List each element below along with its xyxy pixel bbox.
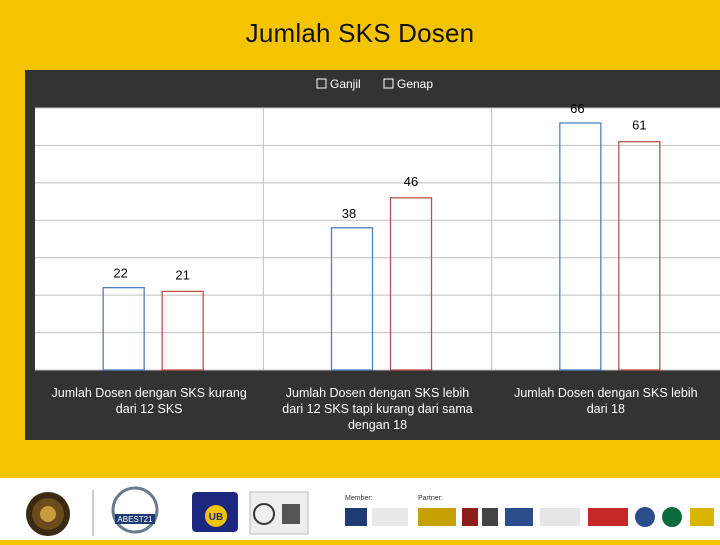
bar-ganjil [330,227,374,371]
ub-text: UB [209,512,223,523]
footer-logos: ABEST21 UB Member: Partner: [26,486,714,536]
bar-ganjil [559,122,602,371]
university-seal-logo [26,492,70,536]
ub-logo: UB [192,492,238,532]
partner-logos: Partner: [418,495,714,527]
legend-swatch-genap [383,78,394,89]
certification-logo [249,491,309,535]
chart-panel: 22 38 66 21 46 61 Jumlah Dosen dengan SKS kura… [25,70,720,440]
data-label: 21 [175,267,189,282]
bar-chart: 22 38 66 21 46 61 Jumlah Dosen dengan SKS kura… [35,77,720,432]
data-label: 61 [632,118,646,133]
category-label: dari 12 SKS tapi kurang dari sama [282,402,472,416]
bar-genap [618,141,661,371]
bar-ganjil [102,287,145,371]
category-label: dengan 18 [348,418,407,432]
partner-label: Partner: [418,495,443,502]
data-label: 22 [113,266,127,281]
legend-entry-genap: Genap [397,77,433,91]
category-label: dari 18 [587,402,625,416]
slide-title: Jumlah SKS Dosen [245,18,475,48]
legend-entry-ganjil: Ganjil [330,77,361,91]
legend-swatch-ganjil [316,78,327,89]
category-label: Jumlah Dosen dengan SKS kurang [52,386,247,400]
member-label: Member: [345,495,373,502]
category-label: Jumlah Dosen dengan SKS lebih [514,386,698,400]
bar-genap [389,197,433,371]
footer-logo-strip: ABEST21 UB Member: Partner: [0,478,720,540]
bar-genap [161,290,204,371]
plot-area [35,108,720,370]
category-label: Jumlah Dosen dengan SKS lebih [286,386,470,400]
data-label: 66 [570,101,584,116]
abest21-text: ABEST21 [117,515,153,524]
abest21-logo: ABEST21 [111,486,159,534]
data-label: 46 [404,174,418,189]
data-label: 38 [342,206,356,221]
member-logos: Member: [345,495,408,526]
category-label: dari 12 SKS [116,402,183,416]
